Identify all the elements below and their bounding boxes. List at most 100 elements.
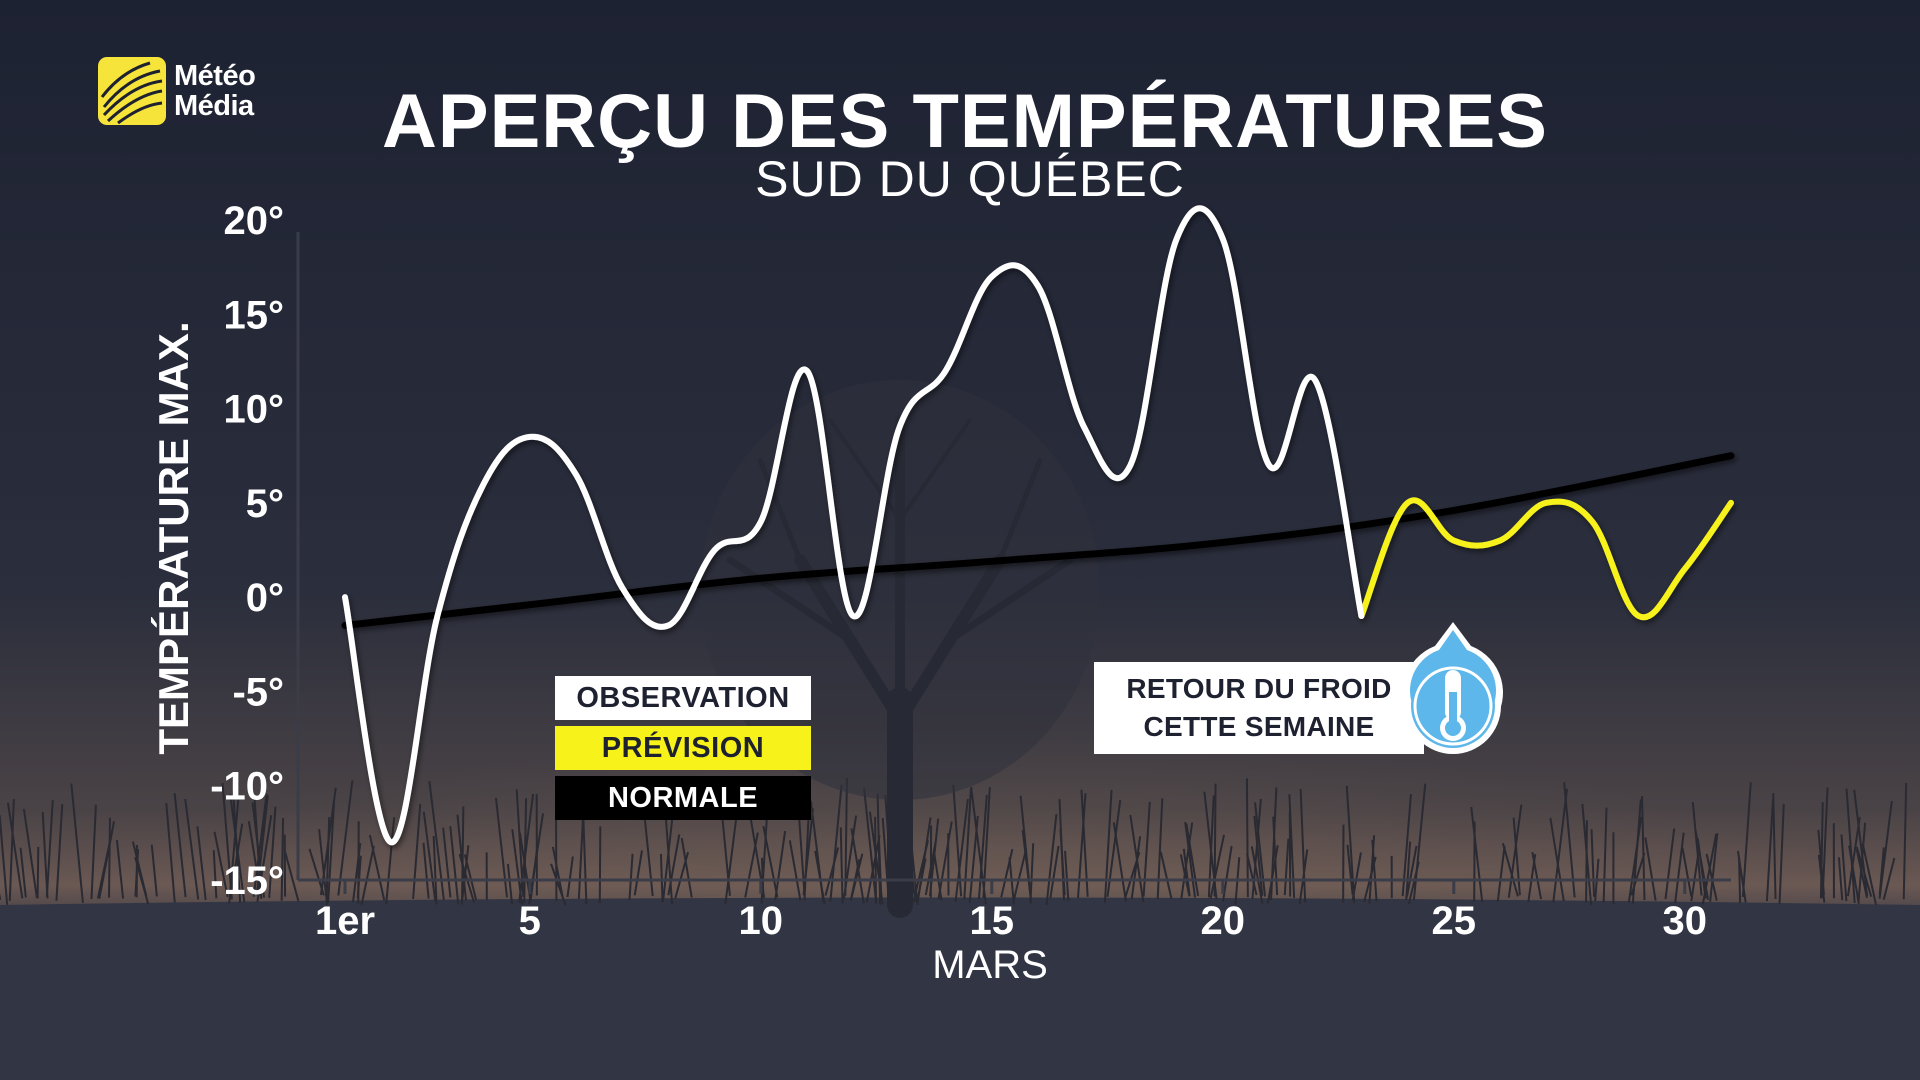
- reed: [1681, 847, 1693, 897]
- series-prevision-line: [1358, 497, 1734, 621]
- reed: [1045, 813, 1058, 906]
- reed: [659, 853, 664, 902]
- reed: [1581, 803, 1593, 905]
- y-axis-title: TEMPÉRATURE MAX.: [150, 321, 197, 754]
- reed: [1299, 788, 1307, 903]
- logo-line-1: Météo: [174, 60, 256, 92]
- reed: [308, 848, 325, 896]
- reed: [252, 793, 268, 897]
- reed: [108, 817, 111, 898]
- reed: [1819, 802, 1824, 899]
- reed: [256, 815, 273, 903]
- reed: [774, 830, 787, 901]
- reed: [1470, 806, 1484, 903]
- chart-title: APERÇU DES TEMPÉRATURES: [382, 79, 1548, 164]
- reed: [458, 853, 476, 903]
- reed: [633, 850, 643, 896]
- reed: [360, 845, 375, 905]
- reed: [977, 794, 988, 900]
- reed: [839, 827, 844, 904]
- reed: [131, 841, 148, 897]
- reed: [1254, 802, 1266, 897]
- reed: [868, 811, 884, 905]
- reed: [1000, 848, 1014, 898]
- reed: [1627, 816, 1643, 903]
- reed: [327, 802, 336, 903]
- x-tick-label: 15: [970, 899, 1015, 943]
- thermometer-cold-icon: [1403, 622, 1503, 754]
- reed: [1180, 822, 1194, 900]
- reed: [1058, 799, 1065, 901]
- reed: [6, 802, 24, 899]
- reed: [721, 814, 731, 897]
- reed: [1664, 828, 1676, 900]
- reed: [814, 850, 826, 905]
- reed: [1630, 852, 1646, 896]
- reed: [1641, 796, 1646, 901]
- reed: [1631, 799, 1642, 904]
- reed: [1288, 794, 1296, 899]
- reed: [165, 802, 176, 903]
- reed: [325, 817, 331, 903]
- reed: [1283, 838, 1290, 896]
- reed: [1765, 797, 1775, 902]
- reed: [449, 826, 460, 904]
- reed: [551, 846, 564, 897]
- reed: [550, 863, 567, 906]
- reed: [213, 831, 229, 898]
- reed: [963, 788, 972, 900]
- reed: [1129, 814, 1145, 903]
- reed: [1674, 832, 1685, 904]
- reed: [523, 798, 528, 904]
- reed: [1207, 795, 1215, 898]
- reed: [1156, 798, 1164, 900]
- reed: [1602, 807, 1608, 903]
- reed: [1221, 845, 1233, 902]
- reed: [1496, 845, 1506, 903]
- reed: [463, 854, 478, 901]
- reed: [385, 817, 396, 905]
- x-tick-label: 10: [739, 899, 784, 943]
- reed: [1778, 803, 1785, 904]
- reed: [1406, 845, 1418, 897]
- reed: [1882, 857, 1896, 900]
- reed: [1345, 785, 1356, 904]
- reed: [916, 817, 932, 904]
- reed: [1103, 789, 1113, 903]
- reed: [1346, 844, 1354, 896]
- reed: [566, 856, 574, 898]
- reed: [253, 795, 263, 899]
- reed: [1076, 793, 1087, 899]
- reed: [515, 789, 525, 897]
- reed: [1112, 822, 1127, 902]
- chart-subtitle: SUD DU QUÉBEC: [755, 151, 1185, 207]
- reed: [1512, 817, 1521, 896]
- reed: [337, 780, 354, 896]
- reed: [352, 842, 362, 902]
- reed: [19, 847, 27, 898]
- reeds: [0, 777, 1908, 906]
- reed: [1741, 782, 1752, 898]
- reed: [661, 817, 674, 903]
- reed: [968, 815, 979, 903]
- reed: [1209, 834, 1225, 899]
- callout-line-1: RETOUR DU FROID: [1126, 673, 1392, 704]
- y-tick-label: -15°: [210, 859, 284, 903]
- reed: [150, 844, 158, 897]
- series-normale-line: [341, 452, 1735, 629]
- reed: [1527, 853, 1537, 903]
- meteo-media-logo: Météo Média: [98, 57, 256, 125]
- reed: [115, 840, 125, 899]
- reed: [284, 852, 300, 902]
- reed: [1853, 789, 1869, 896]
- reed: [494, 797, 508, 898]
- reed: [1029, 843, 1035, 904]
- reed: [1644, 837, 1657, 901]
- reed: [1251, 798, 1262, 899]
- reed: [1253, 815, 1264, 896]
- reed: [268, 806, 277, 899]
- reed: [1250, 846, 1264, 904]
- reed: [1902, 783, 1908, 900]
- reed: [1840, 834, 1848, 902]
- reed: [674, 851, 690, 899]
